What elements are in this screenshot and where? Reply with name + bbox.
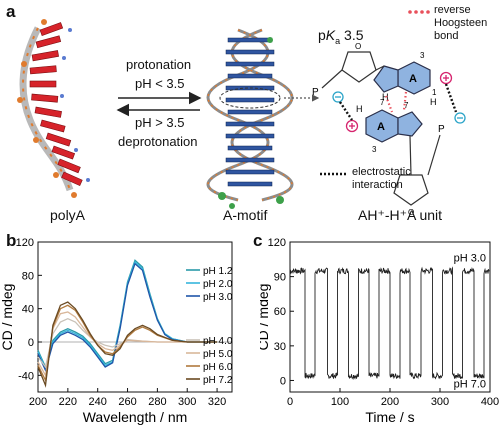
caption-ah-ha-unit: AH⁺-H⁺A unit <box>358 207 443 223</box>
top-n1-label: 1 <box>432 88 437 97</box>
y-tick-label: 30 <box>274 341 286 353</box>
ah-ha-unit-structure: O O P A 3 7 1 A 7 3 P H H H <box>312 42 466 217</box>
y-tick-label: 0 <box>280 375 286 387</box>
series-line-pH-6-0 <box>37 304 218 383</box>
y-tick-label: 0 <box>28 337 34 349</box>
legend-hoogsteen-line-2: Hoogsteen <box>434 17 488 29</box>
arrow-bottom-label-1: pH > 3.5 <box>135 115 185 130</box>
pka-value: 3.5 <box>340 27 364 43</box>
panel-b-label: b <box>6 231 17 250</box>
series-line-pH-1-2 <box>37 259 218 369</box>
x-tick-label: 200 <box>381 396 399 408</box>
pka-p: p <box>318 27 326 43</box>
caption-a-motif: A-motif <box>223 207 268 223</box>
panel-a-figure: O O P A 3 7 1 A 7 3 P H H H <box>17 10 466 217</box>
protonated-bottom <box>345 119 359 133</box>
anion-top <box>332 91 344 103</box>
y-tick-label: 120 <box>268 237 286 249</box>
a-motif-duplex-illustration <box>206 28 294 209</box>
x-tick-label: 260 <box>118 396 136 408</box>
hoogsteen-legend-marker <box>408 10 430 14</box>
x-tick-label: 240 <box>89 396 107 408</box>
highlight-ellipse <box>219 87 281 109</box>
x-tick-label: 400 <box>481 396 499 408</box>
series-line-pH-4-0 <box>37 317 218 369</box>
y-tick-label: -40 <box>18 370 34 382</box>
pka-k: K <box>325 27 336 43</box>
h-label-1: H <box>356 104 363 114</box>
y-tick-label: 120 <box>16 237 34 249</box>
x-tick-label: 0 <box>287 396 293 408</box>
base-top-letter: A <box>409 73 417 85</box>
arrow-bottom-label-2: deprotonation <box>118 134 198 149</box>
legend-electrostatic-line-1: electrostatic <box>352 166 411 178</box>
bottom-n7-label: 7 <box>404 101 409 110</box>
y-tick-label: 80 <box>22 270 34 282</box>
x-axis-label: Time / s <box>365 409 414 425</box>
cd-time-switching-chart: 0 100 200 300 400 0 30 60 90 120 Time / s CD / mdeg… <box>260 237 499 425</box>
annotation-ph-3: pH 3.0 <box>454 253 486 265</box>
legend-entry: pH 1.2 <box>203 266 233 277</box>
legend-hoogsteen-line-1: reverse <box>434 4 471 16</box>
y-tick-label: 60 <box>274 306 286 318</box>
legend-entry: pH 2.0 <box>203 279 233 290</box>
h-label-3: H <box>430 97 437 107</box>
x-tick-label: 220 <box>59 396 77 408</box>
y-axis-label: CD / mdeg <box>0 284 15 351</box>
pka-sub: a <box>335 35 341 46</box>
top-n3-label: 3 <box>420 51 425 60</box>
legend-hoogsteen-line-3: bond <box>434 30 459 42</box>
legend-entry: pH 6.0 <box>203 362 233 373</box>
pka-label: pKa 3.5 <box>318 27 364 46</box>
series-line-pH-5-0 <box>37 311 218 378</box>
sugar-bottom-oxygen: O <box>408 208 414 217</box>
x-tick-label: 280 <box>148 396 166 408</box>
legend-electrostatic-line-2: interaction <box>352 179 403 191</box>
phosphate-bottom: P <box>438 124 445 135</box>
anion-bottom <box>454 112 466 124</box>
legend-entry: pH 4.0 <box>203 336 233 347</box>
series-line-pH-7-2 <box>37 301 218 388</box>
sugar-top-oxygen: O <box>355 42 361 51</box>
x-tick-label: 100 <box>331 396 349 408</box>
x-axis-label: Wavelength / nm <box>83 409 188 425</box>
base-bottom-letter: A <box>377 121 385 133</box>
legend-entry: pH 3.0 <box>203 292 233 303</box>
annotation-ph-7: pH 7.0 <box>454 378 486 390</box>
x-tick-label: 320 <box>208 396 226 408</box>
y-tick-label: 40 <box>22 304 34 316</box>
arrow-top-label-2: pH < 3.5 <box>135 76 185 91</box>
plot-frame <box>37 241 233 393</box>
y-tick-label: 90 <box>274 272 286 284</box>
top-n7-label: 7 <box>380 98 385 107</box>
caption-polya: polyA <box>50 207 86 223</box>
protonated-top <box>439 71 453 85</box>
phosphate-top: P <box>312 87 319 98</box>
y-axis-label: CD / mdeg <box>260 284 271 351</box>
panel-a-label: a <box>6 2 16 21</box>
cd-spectra-chart: 200 220 240 260 280 300 320 -40 0 40 80 120 Waveleng… <box>0 237 233 425</box>
series-line-pH-3-0 <box>37 262 218 373</box>
panel-c-label: c <box>253 231 263 250</box>
legend-entry: pH 5.0 <box>203 349 233 360</box>
x-tick-label: 300 <box>178 396 196 408</box>
legend-entry: pH 7.2 <box>203 375 233 386</box>
switching-trace <box>289 266 490 381</box>
polya-strand-illustration <box>17 19 90 198</box>
x-tick-label: 300 <box>431 396 449 408</box>
bottom-n3-label: 3 <box>372 145 377 154</box>
arrow-top-label-1: protonation <box>126 57 192 72</box>
x-tick-label: 200 <box>29 396 47 408</box>
